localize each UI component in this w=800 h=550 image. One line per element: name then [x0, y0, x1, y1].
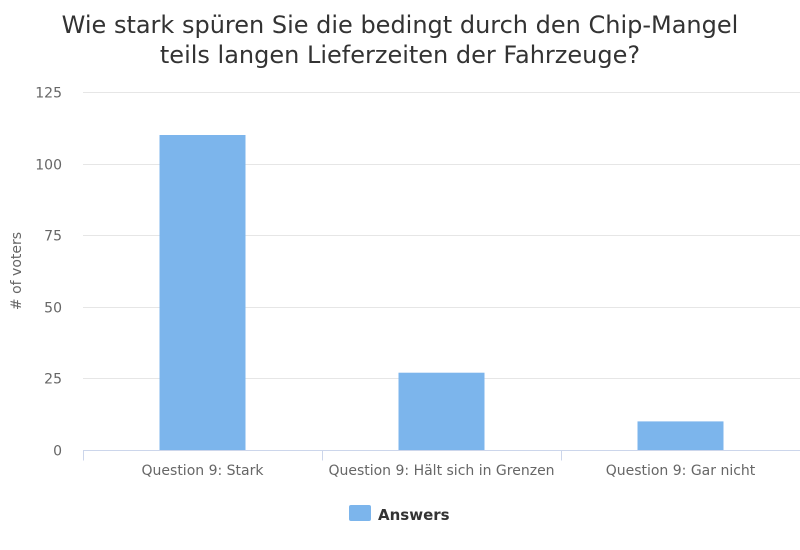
- y-axis-ticks: 0 25 50 75 100 125: [35, 86, 62, 460]
- legend[interactable]: Answers: [349, 505, 450, 524]
- chart-title-line-1: Wie stark spüren Sie die bedingt durch d…: [62, 11, 739, 39]
- y-tick-label: 100: [35, 158, 62, 174]
- y-axis-title: # of voters: [9, 232, 25, 310]
- bar-3: [637, 421, 724, 450]
- x-axis-ticks: Question 9: Stark Question 9: Hält sich i…: [142, 463, 756, 479]
- bar-2: [398, 372, 485, 450]
- x-tick-label: Question 9: Hält sich in Grenzen: [328, 463, 554, 479]
- y-tick-label: 125: [35, 86, 62, 102]
- y-tick-label: 75: [44, 229, 62, 245]
- legend-swatch: [349, 505, 371, 521]
- bar-1: [159, 135, 246, 450]
- legend-item-answers[interactable]: Answers: [378, 506, 450, 524]
- bars: [159, 135, 724, 450]
- x-axis: [83, 450, 800, 461]
- y-tick-label: 0: [53, 444, 62, 460]
- x-tick-label: Question 9: Stark: [142, 463, 265, 479]
- chart-title-line-2: teils langen Lieferzeiten der Fahrzeuge?: [160, 41, 640, 69]
- x-tick-label: Question 9: Gar nicht: [606, 463, 756, 479]
- y-tick-label: 25: [44, 372, 62, 388]
- y-tick-label: 50: [44, 301, 62, 317]
